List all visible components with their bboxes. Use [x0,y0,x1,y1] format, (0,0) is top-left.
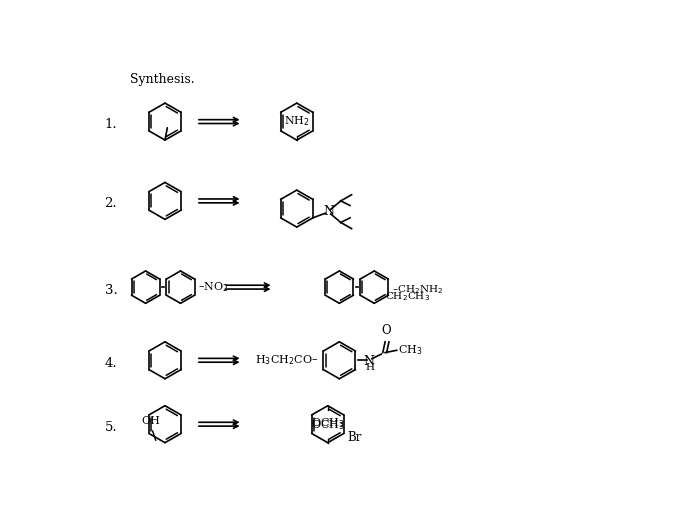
Text: N: N [363,355,374,368]
Text: OH: OH [141,417,160,426]
Text: OCH$_3$: OCH$_3$ [311,417,344,430]
Text: –NO$_2$: –NO$_2$ [198,280,229,294]
Text: –CH$_2$NH$_2$: –CH$_2$NH$_2$ [392,283,443,296]
Text: 3.: 3. [104,284,118,297]
Text: Br: Br [348,431,362,444]
Text: H: H [365,363,374,372]
Text: O: O [381,324,391,337]
Text: 4.: 4. [104,357,117,370]
Text: N: N [323,205,334,218]
Text: 5.: 5. [104,421,117,434]
Text: 2.: 2. [104,197,117,211]
Text: NH$_2$: NH$_2$ [284,114,309,128]
Text: CH$_3$: CH$_3$ [398,343,423,357]
Text: OCH$_3$: OCH$_3$ [311,418,344,432]
Text: 1.: 1. [104,118,117,131]
Text: CH$_2$CH$_3$: CH$_2$CH$_3$ [385,290,430,303]
Text: H$_3$CH$_2$CO–: H$_3$CH$_2$CO– [256,353,318,367]
Text: Synthesis.: Synthesis. [130,73,195,86]
